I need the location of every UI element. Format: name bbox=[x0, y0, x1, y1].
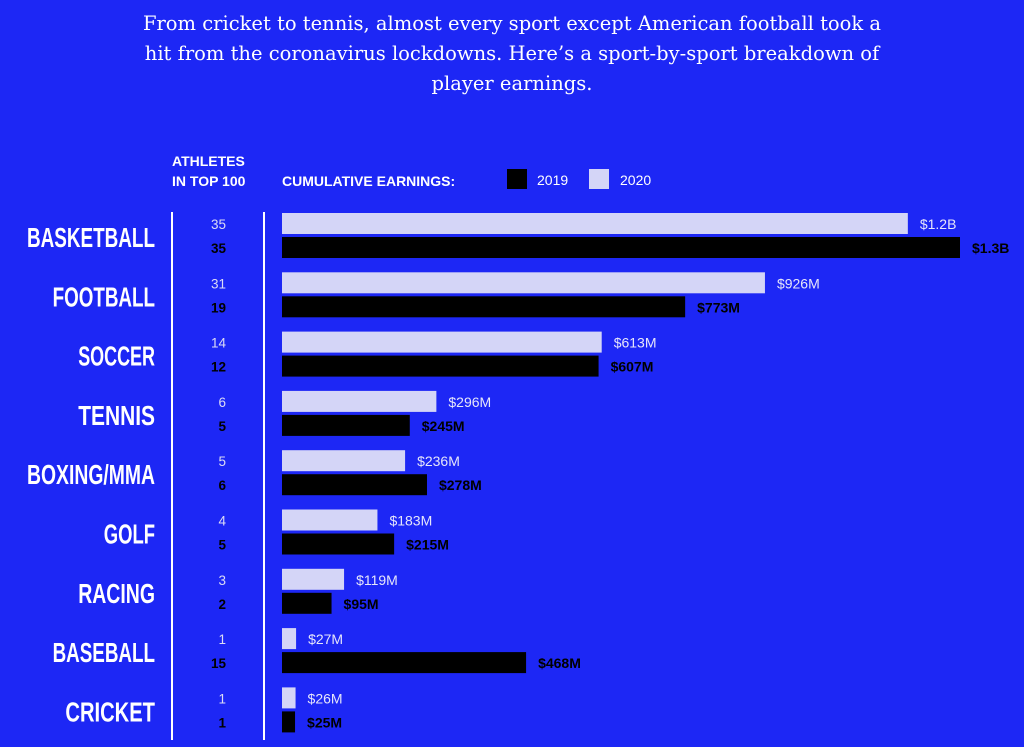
sport-label-boxing-mma: BOXING/MMA bbox=[27, 459, 155, 490]
value-2020-baseball: $27M bbox=[308, 631, 343, 647]
legend-label-2020: 2020 bbox=[620, 172, 651, 188]
athletes-2020-basketball: 35 bbox=[211, 217, 226, 232]
athletes-2019-cricket: 1 bbox=[218, 715, 226, 730]
athletes-2020-football: 31 bbox=[211, 276, 226, 291]
value-2019-football: $773M bbox=[697, 299, 740, 315]
value-2019-cricket: $25M bbox=[307, 714, 342, 730]
sport-label-baseball: BASEBALL bbox=[53, 637, 155, 668]
bar-2019-cricket bbox=[282, 711, 296, 733]
bar-2020-football bbox=[282, 272, 765, 294]
athletes-header-line1: ATHLETES bbox=[172, 153, 245, 169]
bar-2020-basketball bbox=[282, 213, 908, 234]
athletes-2020-cricket: 1 bbox=[218, 691, 226, 706]
legend-swatch-2020 bbox=[589, 169, 609, 189]
athletes-2019-golf: 5 bbox=[218, 538, 226, 553]
athletes-2019-basketball: 35 bbox=[211, 241, 227, 256]
bar-2019-racing bbox=[282, 592, 332, 614]
athletes-2019-boxing-mma: 6 bbox=[218, 478, 226, 493]
athletes-2019-tennis: 5 bbox=[218, 419, 226, 434]
athletes-2019-racing: 2 bbox=[218, 597, 226, 612]
athletes-2020-baseball: 1 bbox=[218, 632, 226, 647]
value-2020-basketball: $1.2B bbox=[920, 216, 957, 232]
sport-label-soccer: SOCCER bbox=[78, 341, 155, 372]
bar-2019-basketball bbox=[282, 237, 960, 258]
bar-2020-cricket bbox=[282, 687, 296, 709]
bar-2020-soccer bbox=[282, 331, 602, 353]
bar-2020-baseball bbox=[282, 628, 297, 650]
legend-swatch-2019 bbox=[507, 169, 527, 189]
value-2020-football: $926M bbox=[777, 275, 820, 291]
bar-2019-soccer bbox=[282, 355, 599, 377]
value-2019-baseball: $468M bbox=[538, 655, 581, 671]
athletes-2019-baseball: 15 bbox=[211, 656, 227, 671]
athletes-2020-boxing-mma: 5 bbox=[218, 454, 226, 469]
value-2020-soccer: $613M bbox=[614, 335, 657, 351]
value-2019-racing: $95M bbox=[344, 596, 379, 612]
athletes-2020-golf: 4 bbox=[218, 514, 226, 529]
bar-2020-boxing-mma bbox=[282, 450, 406, 472]
sport-label-cricket: CRICKET bbox=[65, 696, 155, 727]
value-2020-cricket: $26M bbox=[308, 690, 343, 706]
value-2020-racing: $119M bbox=[356, 572, 398, 588]
value-2019-boxing-mma: $278M bbox=[439, 477, 482, 493]
bar-2020-tennis bbox=[282, 390, 437, 412]
bar-2020-racing bbox=[282, 568, 345, 590]
athletes-2020-tennis: 6 bbox=[218, 395, 226, 410]
value-2020-tennis: $296M bbox=[448, 394, 491, 410]
value-2020-boxing-mma: $236M bbox=[417, 453, 460, 469]
athletes-2020-racing: 3 bbox=[218, 573, 226, 588]
sport-label-basketball: BASKETBALL bbox=[27, 222, 155, 253]
athletes-2019-football: 19 bbox=[211, 300, 226, 315]
value-2019-soccer: $607M bbox=[611, 359, 654, 375]
athletes-2020-soccer: 14 bbox=[211, 336, 227, 351]
athletes-2019-soccer: 12 bbox=[211, 360, 226, 375]
sport-label-football: FOOTBALL bbox=[53, 281, 155, 312]
bar-2019-football bbox=[282, 296, 686, 318]
legend-label-2019: 2019 bbox=[537, 172, 568, 188]
bar-2019-tennis bbox=[282, 414, 410, 436]
value-2020-golf: $183M bbox=[389, 513, 432, 529]
value-2019-tennis: $245M bbox=[422, 418, 465, 434]
bar-2020-golf bbox=[282, 509, 378, 531]
sport-label-racing: RACING bbox=[78, 578, 155, 609]
bar-2019-golf bbox=[282, 533, 395, 555]
legend-title: CUMULATIVE EARNINGS: bbox=[282, 173, 455, 189]
sport-label-golf: GOLF bbox=[104, 519, 155, 550]
bar-2019-baseball bbox=[282, 652, 527, 674]
intro-text: From cricket to tennis, almost every spo… bbox=[142, 12, 882, 95]
athletes-header-line2: IN TOP 100 bbox=[172, 173, 246, 189]
value-2019-golf: $215M bbox=[406, 537, 449, 553]
bar-2019-boxing-mma bbox=[282, 474, 427, 496]
sport-label-tennis: TENNIS bbox=[78, 400, 155, 431]
value-2019-basketball: $1.3B bbox=[972, 240, 1009, 256]
